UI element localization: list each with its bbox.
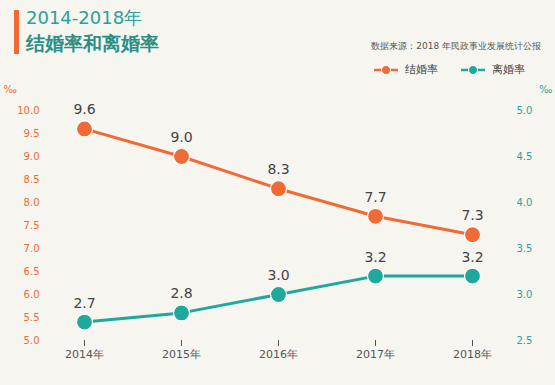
svg-text:7.3: 7.3: [461, 207, 483, 223]
svg-text:2018年: 2018年: [453, 348, 492, 361]
svg-text:9.0: 9.0: [170, 129, 192, 145]
svg-text:3.2: 3.2: [461, 249, 483, 265]
svg-text:3.0: 3.0: [267, 267, 289, 283]
svg-text:2014年: 2014年: [65, 348, 104, 361]
html-text:结婚率和离婚率: 结婚率和离婚率: [26, 32, 159, 54]
svg-text:7.0: 7.0: [24, 243, 40, 254]
svg-text:8.3: 8.3: [267, 161, 289, 177]
svg-text:3.5: 3.5: [517, 243, 533, 254]
svg-text:5.0: 5.0: [24, 335, 40, 346]
svg-text:7.7: 7.7: [364, 189, 386, 205]
svg-text:9.0: 9.0: [24, 151, 40, 162]
svg-text:3.2: 3.2: [364, 249, 386, 265]
svg-text:2.5: 2.5: [517, 335, 533, 346]
svg-text:3.0: 3.0: [517, 289, 533, 300]
svg-text:2017年: 2017年: [356, 348, 395, 361]
svg-text:6.5: 6.5: [24, 266, 40, 277]
svg-text:9.6: 9.6: [73, 101, 95, 117]
svg-text:2016年: 2016年: [259, 348, 298, 361]
html-text:离婚率: 离婚率: [492, 63, 525, 76]
html-text:2014-2018年: 2014-2018年: [26, 7, 143, 28]
svg-text:7.5: 7.5: [24, 220, 40, 231]
svg-text:4.0: 4.0: [517, 197, 533, 208]
svg-text:2015年: 2015年: [162, 348, 201, 361]
svg-text:6.0: 6.0: [24, 289, 40, 300]
svg-text:2.7: 2.7: [73, 295, 95, 311]
svg-text:8.0: 8.0: [24, 197, 40, 208]
svg-text:10.0: 10.0: [17, 105, 39, 116]
svg-text:5.5: 5.5: [24, 312, 40, 323]
svg-text:‰: ‰: [4, 84, 17, 95]
svg-text:2.8: 2.8: [170, 285, 192, 301]
svg-text:5.0: 5.0: [517, 105, 533, 116]
svg-text:8.5: 8.5: [24, 174, 40, 185]
svg-text:4.5: 4.5: [517, 151, 533, 162]
svg-text:9.5: 9.5: [24, 128, 40, 139]
html-text:结婚率: 结婚率: [405, 63, 438, 76]
svg-text:‰: ‰: [539, 84, 552, 95]
html-text:数据来源：2018 年民政事业发展统计公报: 数据来源：2018 年民政事业发展统计公报: [371, 41, 541, 51]
